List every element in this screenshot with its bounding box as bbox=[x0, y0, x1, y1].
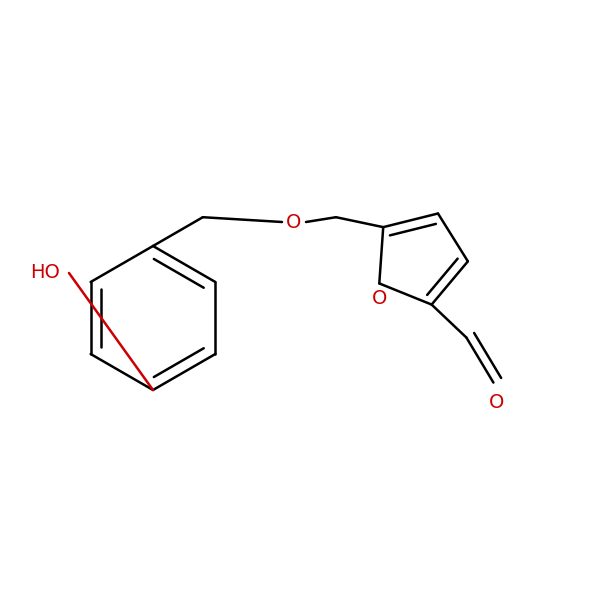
Text: O: O bbox=[371, 289, 387, 308]
Text: O: O bbox=[286, 212, 302, 232]
Text: HO: HO bbox=[30, 263, 60, 283]
Text: O: O bbox=[489, 394, 504, 412]
